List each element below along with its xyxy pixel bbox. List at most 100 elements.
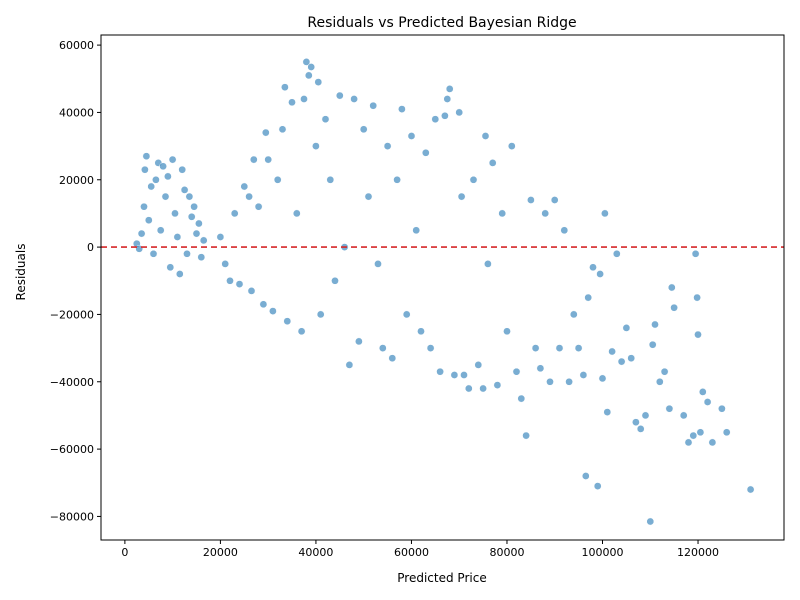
- data-point: [302, 58, 311, 66]
- data-point: [481, 132, 490, 140]
- y-axis-label: Residuals: [14, 244, 28, 301]
- data-point: [546, 377, 554, 386]
- y-tick-label: −20000: [50, 308, 94, 321]
- data-point: [235, 280, 244, 288]
- data-point: [307, 63, 316, 71]
- data-point: [531, 344, 540, 352]
- data-point: [316, 310, 325, 319]
- data-point: [149, 249, 158, 258]
- data-point: [667, 283, 676, 292]
- data-point: [331, 276, 339, 285]
- data-point: [245, 192, 253, 201]
- data-point: [612, 249, 621, 258]
- data-point: [345, 361, 354, 369]
- data-point: [708, 438, 717, 447]
- data-point: [527, 196, 535, 204]
- data-point: [152, 175, 160, 184]
- data-point: [326, 175, 335, 184]
- data-point: [660, 367, 669, 376]
- data-point: [694, 330, 702, 339]
- data-point: [469, 175, 478, 184]
- data-point: [141, 165, 149, 174]
- data-point: [197, 253, 206, 262]
- data-point: [180, 186, 189, 194]
- data-point: [445, 85, 454, 93]
- data-point: [464, 384, 473, 393]
- data-point: [273, 175, 282, 184]
- data-point: [264, 155, 273, 164]
- y-tick-label: 20000: [59, 174, 94, 187]
- data-point: [281, 83, 289, 92]
- data-point: [283, 317, 292, 326]
- data-point: [175, 270, 184, 278]
- data-point: [393, 175, 401, 184]
- data-point: [259, 300, 268, 309]
- x-tick-label: 60000: [394, 546, 429, 559]
- data-point: [221, 260, 230, 268]
- chart-title: Residuals vs Predicted Bayesian Ridge: [307, 15, 576, 31]
- data-point: [646, 517, 655, 526]
- data-point: [192, 229, 201, 238]
- data-point: [300, 95, 308, 103]
- data-point: [144, 216, 153, 225]
- data-point: [641, 411, 650, 420]
- data-point: [292, 209, 301, 218]
- data-point: [450, 371, 459, 379]
- data-point: [261, 128, 270, 137]
- data-point: [493, 381, 502, 389]
- data-point: [240, 182, 249, 191]
- data-point: [443, 95, 452, 103]
- data-point: [421, 148, 430, 157]
- data-point: [696, 428, 705, 437]
- data-point: [359, 125, 368, 134]
- data-point: [161, 192, 170, 201]
- data-point: [249, 155, 258, 164]
- data-point: [137, 229, 146, 238]
- x-tick-label: 40000: [298, 546, 333, 559]
- y-tick-label: −60000: [50, 443, 94, 456]
- data-point: [679, 411, 688, 420]
- data-point: [484, 260, 492, 268]
- data-point: [364, 192, 373, 201]
- data-point: [350, 95, 358, 103]
- data-point: [164, 172, 172, 181]
- y-tick-label: −80000: [50, 510, 94, 523]
- data-point: [171, 209, 179, 218]
- data-point: [718, 404, 726, 413]
- data-point: [517, 394, 526, 403]
- data-point: [426, 344, 435, 352]
- data-point: [636, 425, 645, 433]
- data-point: [608, 347, 616, 356]
- data-point: [665, 404, 674, 413]
- data-point: [593, 482, 602, 490]
- data-point: [603, 408, 612, 416]
- data-point: [156, 226, 165, 235]
- data-point: [617, 357, 626, 366]
- data-point: [565, 377, 573, 386]
- data-point: [254, 202, 263, 211]
- data-point: [183, 249, 191, 258]
- data-point: [417, 327, 425, 336]
- data-point: [648, 340, 657, 349]
- data-point: [226, 276, 234, 285]
- data-point: [407, 132, 416, 140]
- data-point: [589, 263, 597, 272]
- data-point: [216, 233, 225, 241]
- data-point: [166, 263, 175, 272]
- data-point: [684, 438, 693, 447]
- data-point: [159, 162, 167, 171]
- data-point: [142, 152, 151, 161]
- data-point: [335, 91, 344, 100]
- data-point: [195, 219, 203, 228]
- data-point: [436, 367, 444, 376]
- data-point: [321, 115, 330, 124]
- data-point: [457, 192, 466, 201]
- data-point: [574, 344, 583, 352]
- x-tick-label: 0: [121, 546, 128, 559]
- data-point: [488, 159, 497, 167]
- data-point: [455, 108, 464, 117]
- data-point: [601, 209, 609, 218]
- data-point: [474, 361, 483, 369]
- data-point: [536, 364, 545, 373]
- data-point: [655, 377, 664, 386]
